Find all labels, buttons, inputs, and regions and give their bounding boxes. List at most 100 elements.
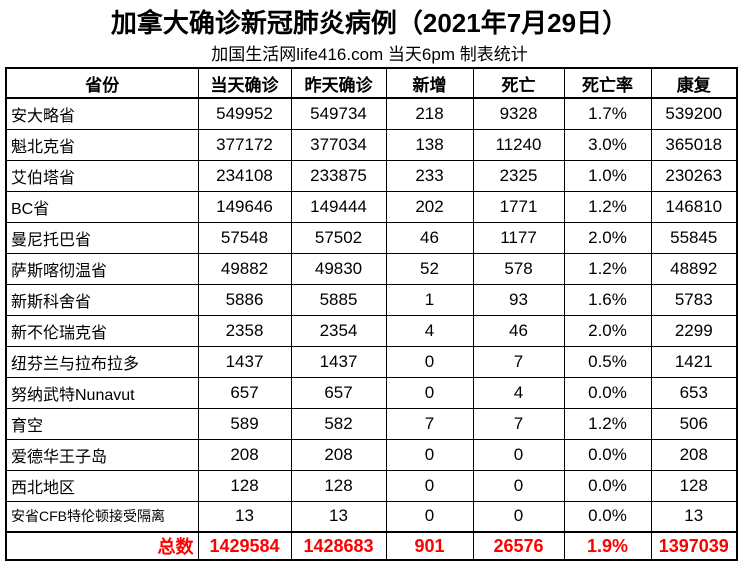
province-cell: 魁北克省	[5, 128, 199, 161]
recovered-cell: 365018	[650, 128, 738, 161]
total-new-cases-cell: 901	[385, 531, 474, 561]
yesterday-confirmed-cell: 582	[290, 407, 387, 440]
yesterday-confirmed-cell: 49830	[290, 252, 387, 285]
column-header-today-confirmed: 当天确诊	[197, 67, 292, 99]
today-confirmed-cell: 57548	[197, 221, 292, 254]
new-cases-cell: 233	[385, 159, 474, 192]
total-deaths-cell: 26576	[472, 531, 565, 561]
total-yesterday-confirmed-cell: 1428683	[290, 531, 387, 561]
deaths-cell: 4	[472, 376, 565, 409]
death-rate-cell: 3.0%	[563, 128, 652, 161]
today-confirmed-cell: 1437	[197, 345, 292, 378]
table-row-manitoba: 曼尼托巴省 57548 57502 46 1177 2.0% 55845	[5, 221, 738, 254]
table-row-northwest-territories: 西北地区 128 128 0 0 0.0% 128	[5, 469, 738, 502]
total-death-rate-cell: 1.9%	[563, 531, 652, 561]
deaths-cell: 7	[472, 407, 565, 440]
table-row-new-brunswick: 新不伦瑞克省 2358 2354 4 46 2.0% 2299	[5, 314, 738, 347]
province-cell: 萨斯喀彻温省	[5, 252, 199, 285]
yesterday-confirmed-cell: 549734	[290, 97, 387, 130]
today-confirmed-cell: 13	[197, 500, 292, 533]
column-header-recovered: 康复	[650, 67, 738, 99]
death-rate-cell: 0.0%	[563, 376, 652, 409]
table-row-total: 总数 1429584 1428683 901 26576 1.9% 139703…	[5, 531, 738, 561]
yesterday-confirmed-cell: 657	[290, 376, 387, 409]
province-cell: 艾伯塔省	[5, 159, 199, 192]
death-rate-cell: 1.2%	[563, 407, 652, 440]
province-cell: 新不伦瑞克省	[5, 314, 199, 347]
today-confirmed-cell: 549952	[197, 97, 292, 130]
deaths-cell: 9328	[472, 97, 565, 130]
table-row-pei: 爱德华王子岛 208 208 0 0 0.0% 208	[5, 438, 738, 471]
recovered-cell: 2299	[650, 314, 738, 347]
death-rate-cell: 1.2%	[563, 252, 652, 285]
death-rate-cell: 1.2%	[563, 190, 652, 223]
yesterday-confirmed-cell: 13	[290, 500, 387, 533]
total-today-confirmed-cell: 1429584	[197, 531, 292, 561]
deaths-cell: 0	[472, 500, 565, 533]
yesterday-confirmed-cell: 377034	[290, 128, 387, 161]
province-cell: BC省	[5, 190, 199, 223]
province-cell: 西北地区	[5, 469, 199, 502]
total-label-cell: 总数	[5, 531, 199, 561]
today-confirmed-cell: 49882	[197, 252, 292, 285]
deaths-cell: 578	[472, 252, 565, 285]
column-header-province: 省份	[5, 67, 199, 99]
table-row-cfb-trenton-quarantine: 安省CFB特伦顿接受隔离 13 13 0 0 0.0% 13	[5, 500, 738, 533]
column-header-yesterday-confirmed: 昨天确诊	[290, 67, 387, 99]
province-cell: 安大略省	[5, 97, 199, 130]
deaths-cell: 0	[472, 469, 565, 502]
today-confirmed-cell: 149646	[197, 190, 292, 223]
table-row-nova-scotia: 新斯科舍省 5886 5885 1 93 1.6% 5783	[5, 283, 738, 316]
table-row-ontario: 安大略省 549952 549734 218 9328 1.7% 539200	[5, 97, 738, 130]
table-row-bc: BC省 149646 149444 202 1771 1.2% 146810	[5, 190, 738, 223]
table-row-nunavut: 努纳武特Nunavut 657 657 0 4 0.0% 653	[5, 376, 738, 409]
today-confirmed-cell: 657	[197, 376, 292, 409]
yesterday-confirmed-cell: 5885	[290, 283, 387, 316]
death-rate-cell: 1.6%	[563, 283, 652, 316]
yesterday-confirmed-cell: 2354	[290, 314, 387, 347]
deaths-cell: 2325	[472, 159, 565, 192]
yesterday-confirmed-cell: 1437	[290, 345, 387, 378]
new-cases-cell: 4	[385, 314, 474, 347]
new-cases-cell: 202	[385, 190, 474, 223]
yesterday-confirmed-cell: 128	[290, 469, 387, 502]
death-rate-cell: 1.0%	[563, 159, 652, 192]
deaths-cell: 7	[472, 345, 565, 378]
death-rate-cell: 0.0%	[563, 500, 652, 533]
yesterday-confirmed-cell: 208	[290, 438, 387, 471]
deaths-cell: 1771	[472, 190, 565, 223]
new-cases-cell: 0	[385, 438, 474, 471]
yesterday-confirmed-cell: 233875	[290, 159, 387, 192]
death-rate-cell: 1.7%	[563, 97, 652, 130]
deaths-cell: 46	[472, 314, 565, 347]
yesterday-confirmed-cell: 149444	[290, 190, 387, 223]
covid-stats-table: 省份 当天确诊 昨天确诊 新增 死亡 死亡率 康复 安大略省 549952 54…	[5, 67, 738, 561]
table-row-yukon: 育空 589 582 7 7 1.2% 506	[5, 407, 738, 440]
province-cell: 新斯科舍省	[5, 283, 199, 316]
page-title: 加拿大确诊新冠肺炎病例（2021年7月29日）	[110, 8, 629, 38]
recovered-cell: 506	[650, 407, 738, 440]
new-cases-cell: 218	[385, 97, 474, 130]
death-rate-cell: 0.0%	[563, 438, 652, 471]
new-cases-cell: 52	[385, 252, 474, 285]
deaths-cell: 93	[472, 283, 565, 316]
today-confirmed-cell: 234108	[197, 159, 292, 192]
new-cases-cell: 1	[385, 283, 474, 316]
new-cases-cell: 0	[385, 345, 474, 378]
table-row-newfoundland-labrador: 纽芬兰与拉布拉多 1437 1437 0 7 0.5% 1421	[5, 345, 738, 378]
deaths-cell: 0	[472, 438, 565, 471]
today-confirmed-cell: 377172	[197, 128, 292, 161]
death-rate-cell: 0.0%	[563, 469, 652, 502]
death-rate-cell: 0.5%	[563, 345, 652, 378]
recovered-cell: 146810	[650, 190, 738, 223]
today-confirmed-cell: 2358	[197, 314, 292, 347]
recovered-cell: 230263	[650, 159, 738, 192]
deaths-cell: 11240	[472, 128, 565, 161]
province-cell: 育空	[5, 407, 199, 440]
new-cases-cell: 0	[385, 500, 474, 533]
page-subtitle: 加国生活网life416.com 当天6pm 制表统计	[211, 45, 528, 64]
recovered-cell: 48892	[650, 252, 738, 285]
table-header-row: 省份 当天确诊 昨天确诊 新增 死亡 死亡率 康复	[5, 67, 738, 99]
table-row-alberta: 艾伯塔省 234108 233875 233 2325 1.0% 230263	[5, 159, 738, 192]
